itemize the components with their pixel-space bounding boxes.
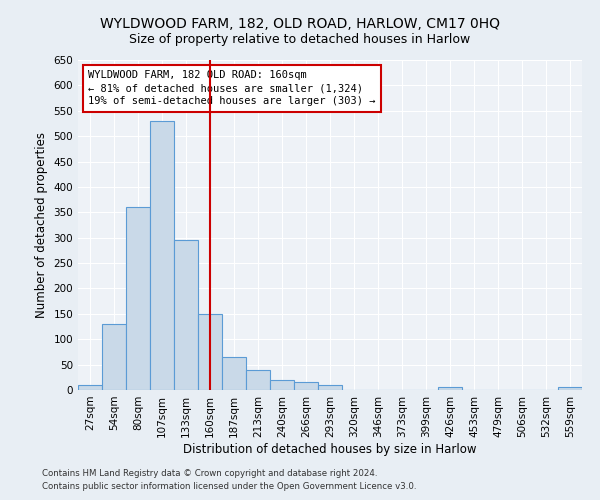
Bar	[102, 324, 126, 390]
Bar	[198, 314, 222, 390]
Bar	[270, 380, 294, 390]
Bar	[294, 382, 318, 390]
Bar	[438, 388, 462, 390]
Text: Size of property relative to detached houses in Harlow: Size of property relative to detached ho…	[130, 32, 470, 46]
Text: WYLDWOOD FARM, 182 OLD ROAD: 160sqm
← 81% of detached houses are smaller (1,324): WYLDWOOD FARM, 182 OLD ROAD: 160sqm ← 81…	[88, 70, 376, 106]
Bar	[126, 207, 150, 390]
Bar	[558, 388, 582, 390]
Text: Contains HM Land Registry data © Crown copyright and database right 2024.: Contains HM Land Registry data © Crown c…	[42, 468, 377, 477]
Y-axis label: Number of detached properties: Number of detached properties	[35, 132, 48, 318]
Bar	[150, 121, 174, 390]
Bar	[222, 357, 246, 390]
Text: Contains public sector information licensed under the Open Government Licence v3: Contains public sector information licen…	[42, 482, 416, 491]
Bar	[246, 370, 270, 390]
Bar	[174, 240, 198, 390]
X-axis label: Distribution of detached houses by size in Harlow: Distribution of detached houses by size …	[183, 442, 477, 456]
Bar	[318, 385, 342, 390]
Bar	[78, 385, 102, 390]
Text: WYLDWOOD FARM, 182, OLD ROAD, HARLOW, CM17 0HQ: WYLDWOOD FARM, 182, OLD ROAD, HARLOW, CM…	[100, 18, 500, 32]
